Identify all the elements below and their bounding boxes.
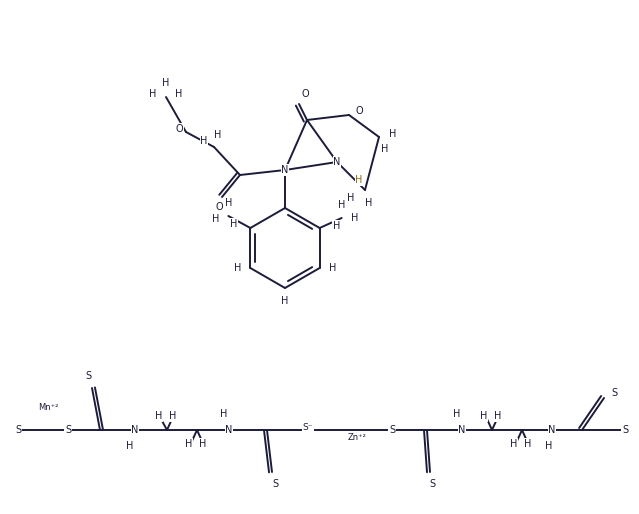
Text: H: H: [169, 411, 177, 421]
Text: H: H: [199, 439, 206, 449]
Text: H: H: [155, 411, 163, 421]
Text: H: H: [545, 441, 553, 451]
Text: S: S: [85, 371, 91, 381]
Text: H: H: [481, 411, 488, 421]
Text: H: H: [333, 221, 341, 231]
Text: S: S: [389, 425, 395, 435]
Text: H: H: [366, 198, 373, 208]
Text: H: H: [234, 263, 241, 273]
Text: H: H: [525, 439, 532, 449]
Text: H: H: [212, 214, 219, 224]
Text: H: H: [351, 213, 358, 223]
Text: O: O: [215, 202, 223, 212]
Text: H: H: [381, 144, 389, 154]
Text: S: S: [611, 388, 617, 398]
Text: H: H: [185, 439, 193, 449]
Text: H: H: [453, 409, 461, 419]
Text: H: H: [348, 193, 355, 203]
Text: H: H: [495, 411, 502, 421]
Text: H: H: [389, 129, 397, 139]
Text: H: H: [338, 200, 345, 210]
Text: H: H: [214, 130, 222, 140]
Text: H: H: [281, 296, 289, 306]
Text: H: H: [127, 441, 134, 451]
Text: H: H: [175, 89, 183, 99]
Text: N: N: [281, 165, 289, 175]
Text: N: N: [334, 157, 341, 167]
Text: S: S: [272, 479, 278, 489]
Text: O: O: [175, 124, 183, 134]
Text: Mn⁺²: Mn⁺²: [38, 403, 58, 413]
Text: H: H: [150, 89, 157, 99]
Text: H: H: [229, 219, 237, 229]
Text: H: H: [511, 439, 518, 449]
Text: H: H: [225, 198, 232, 208]
Text: H: H: [355, 175, 363, 185]
Text: H: H: [200, 136, 208, 146]
Text: H: H: [162, 78, 170, 88]
Text: N: N: [548, 425, 556, 435]
Text: S⁻: S⁻: [303, 423, 313, 431]
Text: S: S: [15, 425, 21, 435]
Text: N: N: [131, 425, 139, 435]
Text: O: O: [301, 89, 309, 99]
Text: S: S: [622, 425, 628, 435]
Text: Zn⁺²: Zn⁺²: [348, 433, 366, 443]
Text: H: H: [220, 409, 227, 419]
Text: N: N: [226, 425, 233, 435]
Text: S: S: [429, 479, 435, 489]
Text: S: S: [65, 425, 71, 435]
Text: H: H: [329, 263, 336, 273]
Text: N: N: [458, 425, 466, 435]
Text: O: O: [355, 106, 363, 116]
